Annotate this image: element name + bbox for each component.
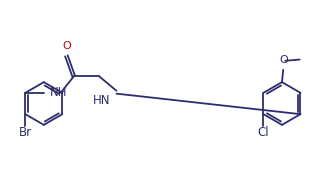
Text: Cl: Cl	[258, 126, 269, 139]
Text: O: O	[62, 40, 71, 51]
Text: Br: Br	[19, 126, 32, 139]
Text: NH: NH	[50, 86, 67, 99]
Text: HN: HN	[93, 94, 111, 107]
Text: O: O	[280, 55, 288, 65]
